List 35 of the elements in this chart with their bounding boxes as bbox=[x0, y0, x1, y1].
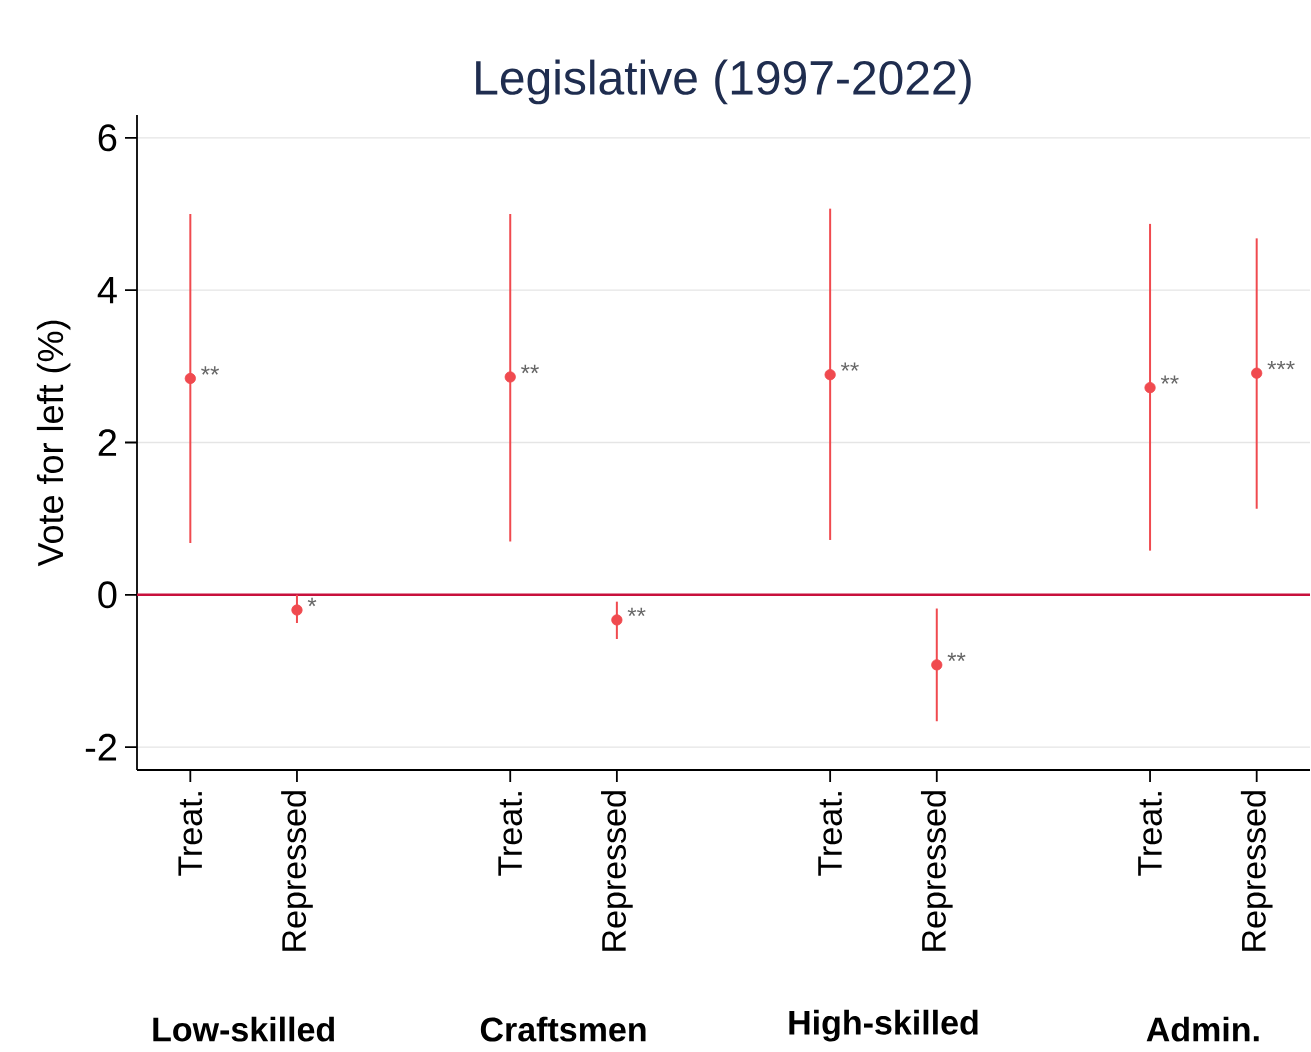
y-axis-title: Vote for left (%) bbox=[36, 320, 71, 567]
y-tick-label: 6 bbox=[98, 124, 117, 152]
x-tick-label: Treat. bbox=[1138, 792, 1162, 876]
point bbox=[931, 659, 943, 671]
point bbox=[824, 369, 836, 381]
y-tick-label: 4 bbox=[97, 277, 117, 304]
data-label: ** bbox=[521, 364, 539, 374]
text: High-skilled bbox=[789, 1009, 978, 1042]
point bbox=[504, 371, 516, 383]
text: Craftsmen bbox=[480, 1016, 646, 1042]
point bbox=[611, 614, 623, 626]
x-tick-label: Repressed bbox=[601, 791, 633, 951]
data-label: ** bbox=[947, 652, 966, 662]
text: Admin. bbox=[1146, 1016, 1259, 1042]
x-tick-label: Repressed bbox=[920, 791, 953, 951]
y-tick-label: 2 bbox=[98, 429, 117, 456]
x-tick-label: Treat. bbox=[178, 792, 203, 876]
data-label: ** bbox=[840, 362, 859, 371]
x-tick-label: Treat. bbox=[818, 792, 843, 876]
data-label: ** bbox=[1160, 375, 1179, 384]
x-tick-label: Treat. bbox=[498, 792, 523, 876]
point bbox=[184, 372, 196, 385]
data-label: * bbox=[307, 597, 317, 607]
data-label: ** bbox=[201, 366, 220, 375]
point bbox=[291, 604, 303, 616]
x-tick-label: Repressed bbox=[281, 791, 313, 951]
y-tick-label: 0 bbox=[98, 581, 117, 609]
point bbox=[1251, 367, 1263, 379]
x-tick-label: Repressed bbox=[1240, 791, 1273, 951]
point bbox=[1144, 382, 1156, 394]
data-label: ** bbox=[627, 607, 646, 617]
chart-title: Legislative (1997-2022) bbox=[476, 59, 971, 105]
text: Low-skilled bbox=[153, 1016, 334, 1042]
data-label: *** bbox=[1267, 360, 1295, 370]
y-tick-label: -2 bbox=[85, 733, 117, 761]
